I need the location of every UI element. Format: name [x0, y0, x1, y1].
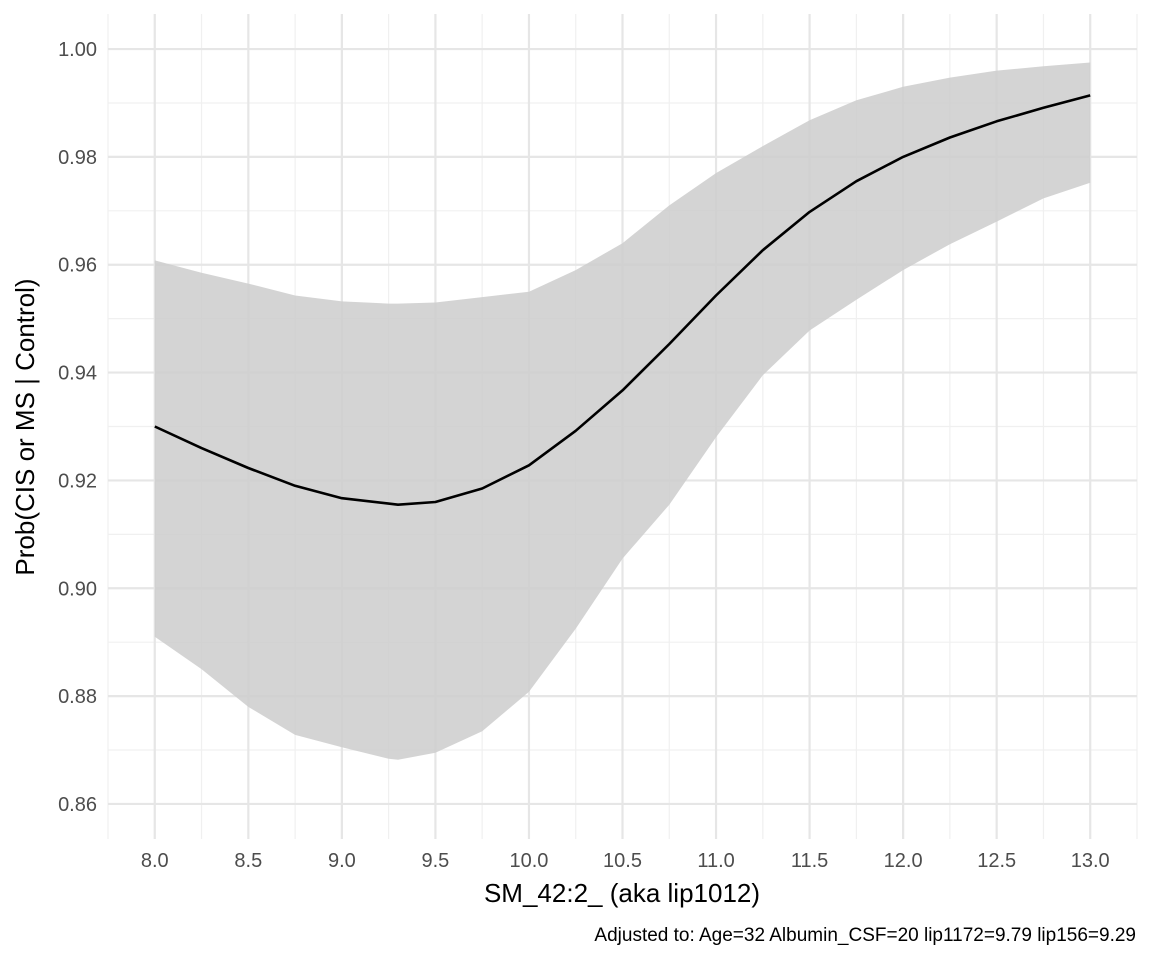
x-axis-tick-labels: 8.0 8.5 9.0 9.5 10.0 10.5 11.0 11.5 12.0 12.5 13.0 — [141, 850, 1110, 872]
y-tick-label: 1.00 — [58, 39, 97, 61]
y-tick-label: 0.94 — [58, 363, 97, 385]
x-tick-label: 13.0 — [1071, 850, 1110, 872]
x-tick-label: 10.5 — [603, 850, 642, 872]
y-tick-label: 0.92 — [58, 470, 97, 492]
x-tick-label: 10.0 — [509, 850, 548, 872]
x-tick-label: 11.5 — [791, 850, 828, 872]
x-tick-label: 8.0 — [141, 850, 169, 872]
y-axis-tick-labels: 0.86 0.88 0.90 0.92 0.94 0.96 0.98 1.00 — [58, 39, 97, 816]
confidence-band — [154, 62, 1091, 760]
x-tick-label: 8.5 — [234, 850, 262, 872]
x-axis-title: SM_42:2_ (aka lip1012) — [484, 878, 760, 908]
x-tick-label: 9.0 — [328, 850, 356, 872]
x-tick-label: 12.0 — [884, 850, 923, 872]
x-tick-label: 11.0 — [697, 850, 734, 872]
x-tick-label: 9.5 — [422, 850, 450, 872]
y-tick-label: 0.88 — [58, 686, 97, 708]
y-tick-label: 0.90 — [58, 578, 97, 600]
y-tick-label: 0.98 — [58, 147, 97, 169]
y-tick-label: 0.86 — [58, 794, 97, 816]
x-tick-label: 12.5 — [977, 850, 1016, 872]
adjustment-caption: Adjusted to: Age=32 Albumin_CSF=20 lip11… — [594, 925, 1136, 946]
y-axis-title: Prob(CIS or MS | Control) — [10, 278, 40, 575]
probability-curve — [154, 94, 1091, 506]
y-tick-label: 0.96 — [58, 255, 97, 277]
